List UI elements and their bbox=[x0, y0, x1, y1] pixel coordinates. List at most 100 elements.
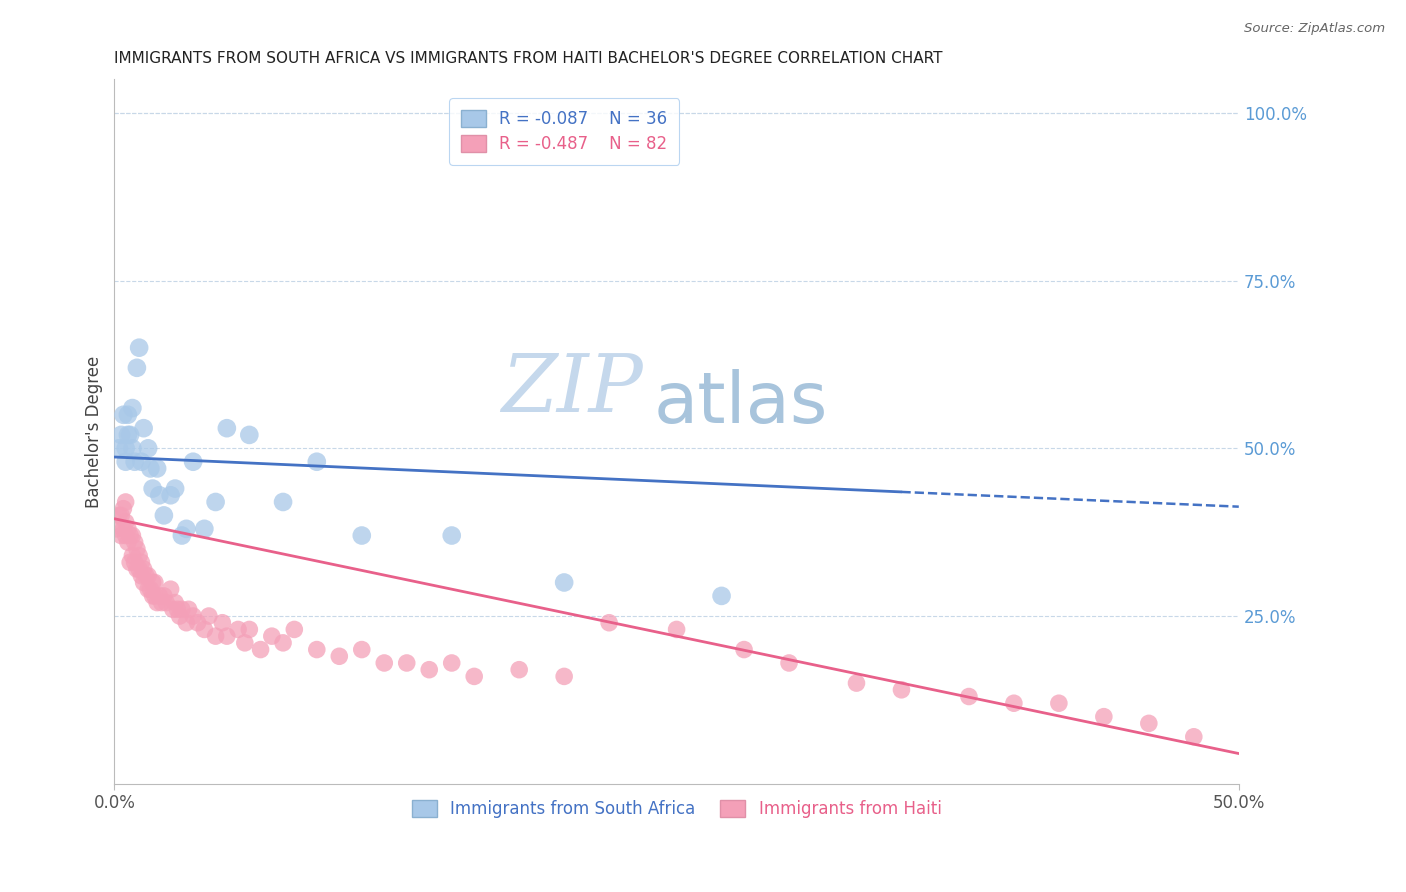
Point bbox=[1092, 709, 1115, 723]
Point bbox=[124, 535, 146, 549]
Point bbox=[1182, 730, 1205, 744]
Point bbox=[890, 682, 912, 697]
Point bbox=[146, 596, 169, 610]
Point bbox=[170, 528, 193, 542]
Point bbox=[328, 649, 350, 664]
Point bbox=[143, 589, 166, 603]
Point bbox=[305, 642, 328, 657]
Point bbox=[204, 629, 226, 643]
Point bbox=[1137, 716, 1160, 731]
Point bbox=[125, 360, 148, 375]
Point bbox=[108, 508, 131, 523]
Point bbox=[125, 562, 148, 576]
Point bbox=[142, 589, 165, 603]
Point bbox=[114, 442, 136, 456]
Point bbox=[148, 589, 170, 603]
Text: IMMIGRANTS FROM SOUTH AFRICA VS IMMIGRANTS FROM HAITI BACHELOR'S DEGREE CORRELAT: IMMIGRANTS FROM SOUTH AFRICA VS IMMIGRAN… bbox=[114, 51, 943, 66]
Point bbox=[121, 401, 143, 415]
Point bbox=[350, 642, 373, 657]
Point bbox=[238, 623, 260, 637]
Point bbox=[283, 623, 305, 637]
Point bbox=[139, 461, 162, 475]
Point bbox=[181, 609, 204, 624]
Text: atlas: atlas bbox=[654, 369, 828, 438]
Point bbox=[121, 528, 143, 542]
Point bbox=[114, 528, 136, 542]
Point bbox=[120, 555, 142, 569]
Point bbox=[181, 455, 204, 469]
Point bbox=[155, 596, 177, 610]
Point bbox=[128, 562, 150, 576]
Point bbox=[193, 623, 215, 637]
Point bbox=[957, 690, 980, 704]
Point bbox=[1002, 696, 1025, 710]
Point bbox=[148, 488, 170, 502]
Point bbox=[159, 582, 181, 597]
Point bbox=[305, 455, 328, 469]
Point bbox=[463, 669, 485, 683]
Point bbox=[131, 555, 153, 569]
Point bbox=[153, 508, 176, 523]
Point bbox=[238, 428, 260, 442]
Point bbox=[226, 623, 249, 637]
Point bbox=[131, 568, 153, 582]
Point bbox=[508, 663, 530, 677]
Point bbox=[845, 676, 868, 690]
Point bbox=[249, 642, 271, 657]
Point bbox=[117, 428, 139, 442]
Point bbox=[215, 421, 238, 435]
Point bbox=[136, 582, 159, 597]
Point bbox=[271, 636, 294, 650]
Point bbox=[117, 408, 139, 422]
Point bbox=[215, 629, 238, 643]
Point bbox=[143, 575, 166, 590]
Point bbox=[136, 568, 159, 582]
Point bbox=[176, 522, 198, 536]
Point bbox=[271, 495, 294, 509]
Point bbox=[153, 589, 176, 603]
Point bbox=[131, 455, 153, 469]
Point bbox=[233, 636, 256, 650]
Point bbox=[105, 522, 128, 536]
Point bbox=[150, 596, 173, 610]
Point bbox=[142, 575, 165, 590]
Point bbox=[114, 515, 136, 529]
Point bbox=[395, 656, 418, 670]
Point bbox=[114, 455, 136, 469]
Point bbox=[778, 656, 800, 670]
Point bbox=[128, 549, 150, 563]
Point bbox=[204, 495, 226, 509]
Point bbox=[733, 642, 755, 657]
Point bbox=[114, 495, 136, 509]
Point bbox=[170, 602, 193, 616]
Point bbox=[146, 461, 169, 475]
Point bbox=[553, 669, 575, 683]
Point bbox=[350, 528, 373, 542]
Point bbox=[132, 421, 155, 435]
Point bbox=[373, 656, 395, 670]
Point bbox=[418, 663, 440, 677]
Point bbox=[440, 656, 463, 670]
Point bbox=[117, 535, 139, 549]
Point bbox=[136, 442, 159, 456]
Point bbox=[198, 609, 221, 624]
Point bbox=[169, 609, 191, 624]
Point bbox=[110, 528, 132, 542]
Point bbox=[121, 549, 143, 563]
Point bbox=[135, 568, 157, 582]
Point bbox=[125, 541, 148, 556]
Point bbox=[132, 575, 155, 590]
Point bbox=[166, 602, 188, 616]
Point bbox=[1047, 696, 1070, 710]
Point bbox=[211, 615, 233, 630]
Point bbox=[440, 528, 463, 542]
Point bbox=[142, 482, 165, 496]
Text: Source: ZipAtlas.com: Source: ZipAtlas.com bbox=[1244, 22, 1385, 36]
Point bbox=[132, 562, 155, 576]
Point bbox=[710, 589, 733, 603]
Point bbox=[110, 508, 132, 523]
Point bbox=[165, 596, 187, 610]
Point bbox=[112, 522, 135, 536]
Point bbox=[121, 442, 143, 456]
Point bbox=[177, 602, 200, 616]
